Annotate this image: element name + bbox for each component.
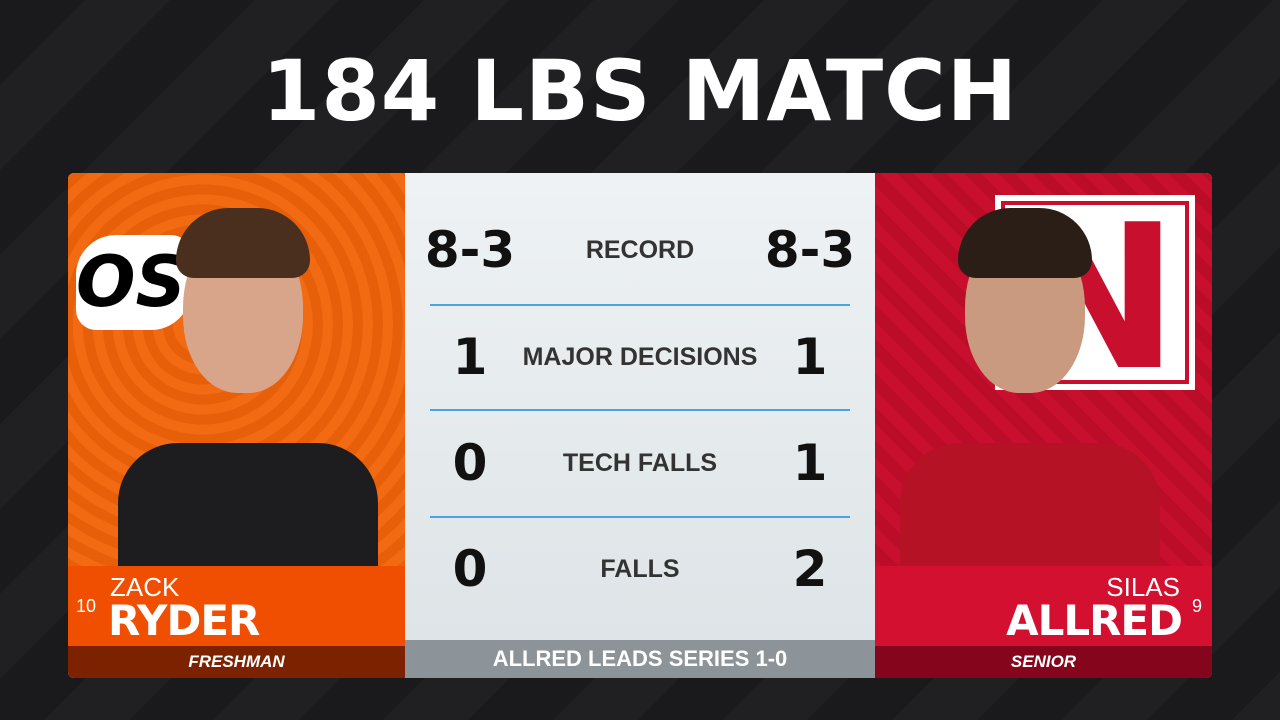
- matchup-card: OSU 10 ZACK RYDER FRESHMAN 8-3 RECORD 8-3 …: [68, 173, 1212, 678]
- stat-row: 8-3 RECORD 8-3: [405, 220, 875, 280]
- rank: 9: [1191, 596, 1202, 616]
- last-name: ALLRED: [1006, 596, 1183, 645]
- first-name: SILAS: [1106, 572, 1180, 602]
- stat-label: RECORD: [585, 236, 695, 264]
- name-bar-left: 10 ZACK RYDER: [68, 566, 405, 646]
- stat-row: 0 TECH FALLS 1: [405, 433, 875, 493]
- series-footer: ALLRED LEADS SERIES 1-0: [405, 640, 875, 678]
- stats-panel: 8-3 RECORD 8-3 1 MAJOR DECISIONS 1 0 TECH FAL…: [405, 173, 875, 678]
- stat-row: 1 MAJOR DECISIONS 1: [405, 327, 875, 387]
- right-value: 1: [792, 434, 828, 492]
- wrestler-photo-left: [118, 203, 378, 573]
- class-year: FRESHMAN: [68, 646, 405, 678]
- stat-row: 0 FALLS 2: [405, 539, 875, 599]
- divider: [430, 409, 850, 411]
- divider: [430, 304, 850, 306]
- stat-label: FALLS: [600, 555, 680, 583]
- right-value: 1: [792, 328, 828, 386]
- stat-label: TECH FALLS: [562, 449, 718, 477]
- left-value: 0: [452, 434, 488, 492]
- rank: 10: [76, 596, 97, 616]
- left-value: 8-3: [424, 221, 516, 279]
- first-name: ZACK: [110, 572, 180, 602]
- left-value: 1: [452, 328, 488, 386]
- right-wrestler-panel: N SILAS ALLRED 9 SENIOR: [875, 173, 1212, 678]
- last-name: RYDER: [108, 596, 260, 645]
- name-bar-right: SILAS ALLRED 9: [875, 566, 1212, 646]
- left-wrestler-panel: OSU 10 ZACK RYDER FRESHMAN: [68, 173, 405, 678]
- divider: [430, 516, 850, 518]
- match-title: 184 LBS MATCH: [261, 42, 1019, 140]
- wrestler-photo-right: [900, 203, 1160, 573]
- right-value: 2: [792, 540, 828, 598]
- left-value: 0: [452, 540, 488, 598]
- right-value: 8-3: [764, 221, 856, 279]
- class-year: SENIOR: [875, 646, 1212, 678]
- stat-label: MAJOR DECISIONS: [522, 343, 758, 371]
